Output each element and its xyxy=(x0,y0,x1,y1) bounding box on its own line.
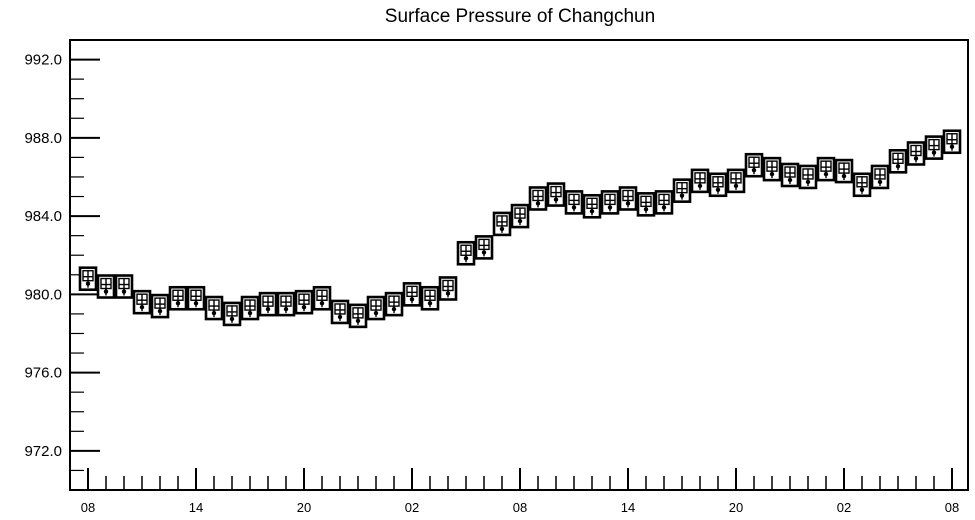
data-point xyxy=(816,156,836,182)
data-point xyxy=(168,285,188,311)
y-axis: 972.0 976.0 980.0 984.0 988.0 992.0 xyxy=(24,39,100,491)
data-point xyxy=(492,211,512,237)
data-point xyxy=(366,295,386,321)
data-point xyxy=(762,156,782,182)
data-point xyxy=(204,295,224,321)
data-point xyxy=(924,135,944,160)
data-point xyxy=(384,291,404,317)
data-point xyxy=(528,186,548,211)
chart-title: Surface Pressure of Changchun xyxy=(385,6,655,27)
data-point xyxy=(96,274,116,299)
data-point xyxy=(510,203,530,229)
data-point xyxy=(312,285,332,311)
data-point xyxy=(744,152,764,178)
data-point xyxy=(222,301,242,327)
plot-frame xyxy=(69,39,969,491)
y-tick-label: 976.0 xyxy=(24,365,62,382)
data-point xyxy=(420,285,440,311)
data-point xyxy=(726,168,746,194)
data-point xyxy=(906,141,926,166)
data-point xyxy=(852,172,872,198)
data-point xyxy=(402,282,422,307)
x-tick-label: 02 xyxy=(837,500,851,515)
x-tick-label: 08 xyxy=(513,500,527,515)
x-tick-label: 08 xyxy=(81,500,95,515)
data-point xyxy=(186,285,206,311)
data-point xyxy=(834,158,854,184)
data-point xyxy=(546,182,566,207)
data-point xyxy=(708,172,728,198)
x-tick-label: 20 xyxy=(729,500,743,515)
data-point xyxy=(690,168,710,194)
data-point xyxy=(114,274,134,299)
data-point xyxy=(348,303,368,329)
data-point xyxy=(330,299,350,325)
data-point xyxy=(798,164,818,190)
x-tick-label: 08 xyxy=(945,500,959,515)
data-point xyxy=(78,266,98,291)
data-point xyxy=(276,291,296,317)
data-point xyxy=(654,190,674,215)
data-markers xyxy=(78,129,962,329)
x-axis: 08 14 20 02 08 14 20 02 08 xyxy=(81,468,959,515)
data-point xyxy=(438,276,458,301)
data-point xyxy=(870,164,890,190)
data-point xyxy=(600,190,620,215)
data-point xyxy=(582,194,602,219)
data-point xyxy=(240,295,260,321)
data-point xyxy=(942,129,962,155)
y-tick-label: 992.0 xyxy=(24,52,62,69)
data-point xyxy=(294,289,314,315)
data-point xyxy=(564,190,584,215)
data-point xyxy=(636,192,656,217)
x-tick-label: 14 xyxy=(621,500,635,515)
data-point xyxy=(618,186,638,211)
data-point xyxy=(456,240,476,266)
y-tick-label: 984.0 xyxy=(24,208,62,225)
x-tick-label: 02 xyxy=(405,500,419,515)
data-point xyxy=(132,289,152,315)
y-tick-label: 972.0 xyxy=(24,443,62,460)
data-point xyxy=(672,178,692,203)
x-tick-label: 14 xyxy=(189,500,203,515)
y-tick-label: 988.0 xyxy=(24,130,62,147)
data-point xyxy=(258,291,278,317)
y-tick-label: 980.0 xyxy=(24,286,62,303)
data-point xyxy=(888,149,908,174)
data-point xyxy=(150,293,170,319)
data-point xyxy=(474,235,494,260)
data-point xyxy=(780,162,800,188)
x-tick-label: 20 xyxy=(297,500,311,515)
